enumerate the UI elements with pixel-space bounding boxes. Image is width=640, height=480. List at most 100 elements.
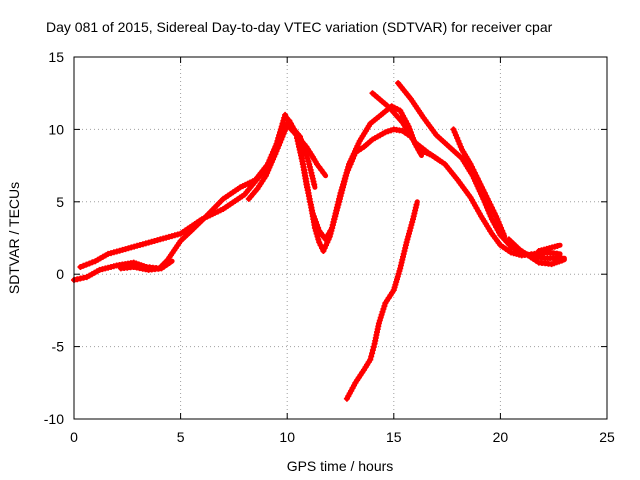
data-point [119, 266, 123, 270]
data-point [321, 249, 325, 253]
data-point [285, 123, 289, 127]
data-point [447, 145, 451, 149]
series-track-8 [450, 126, 508, 240]
data-point [452, 127, 455, 131]
series-line [344, 199, 420, 402]
data-point [275, 149, 278, 153]
data-point [317, 229, 321, 233]
data-point [479, 214, 483, 218]
data-point [304, 182, 308, 186]
series-track-3 [245, 122, 329, 202]
data-point [545, 256, 549, 260]
y-tick-label: 15 [48, 49, 64, 65]
data-point [443, 162, 447, 166]
data-point [388, 106, 391, 110]
data-point [537, 261, 541, 265]
data-point [392, 127, 396, 131]
data-point [319, 168, 323, 172]
data-point [368, 122, 372, 126]
x-tick-label: 15 [386, 429, 402, 445]
data-point [317, 240, 321, 244]
x-tick-label: 25 [599, 429, 615, 445]
data-point [98, 268, 102, 272]
y-tick-label: 10 [48, 121, 64, 137]
data-point [413, 140, 417, 144]
data-point [311, 155, 315, 159]
y-tick-label: -5 [52, 339, 65, 355]
data-point [490, 217, 494, 221]
series-track-7 [343, 199, 420, 402]
data-point [558, 243, 562, 247]
data-point [405, 240, 409, 244]
data-point [358, 139, 362, 143]
series-line [395, 80, 567, 261]
series-track-4 [297, 103, 424, 243]
data-point [296, 135, 300, 139]
series-track-11 [117, 258, 175, 273]
x-tick-label: 0 [70, 429, 78, 445]
data-point [283, 113, 287, 117]
data-point [498, 243, 502, 247]
data-point [481, 197, 485, 201]
x-tick-label: 10 [279, 429, 295, 445]
data-point [200, 217, 204, 221]
data-point [85, 275, 89, 279]
data-point [477, 180, 481, 183]
data-point [426, 151, 430, 155]
x-tick-label: 5 [177, 429, 185, 445]
data-point [347, 162, 351, 166]
data-point [526, 253, 530, 257]
data-point [315, 162, 319, 166]
y-axis-label: SDTVAR / TECUs [6, 182, 22, 294]
data-point [415, 200, 419, 204]
series-track-6 [369, 90, 444, 164]
data-point [383, 130, 387, 134]
data-series [71, 80, 567, 402]
data-point [373, 342, 377, 346]
data-point [537, 249, 541, 253]
data-point [166, 258, 170, 262]
data-point [324, 174, 328, 178]
data-point [371, 138, 374, 141]
data-point [377, 321, 381, 325]
data-point [486, 197, 490, 201]
data-point [243, 193, 247, 197]
data-point [255, 187, 259, 191]
data-point [132, 265, 136, 269]
data-point [400, 120, 404, 124]
series-markers [395, 80, 565, 262]
data-point [264, 174, 268, 178]
data-point [547, 246, 551, 250]
data-point [398, 266, 402, 270]
data-point [362, 368, 366, 372]
data-point [368, 358, 372, 362]
data-point [469, 196, 473, 199]
x-axis-label: GPS time / hours [287, 458, 394, 474]
data-point [400, 129, 404, 133]
data-point [456, 178, 460, 182]
data-point [509, 245, 513, 249]
data-point [345, 397, 349, 401]
series-track-10 [535, 242, 563, 254]
tick-labels: 0 5 10 15 20 25 -10 -5 0 5 10 15 [44, 49, 615, 445]
data-point [439, 159, 443, 163]
data-point [330, 226, 334, 230]
data-point [221, 207, 225, 211]
data-point [460, 156, 464, 160]
data-point [460, 148, 464, 152]
data-point [396, 81, 400, 85]
data-point [371, 91, 374, 95]
data-point [307, 159, 310, 163]
data-point [362, 145, 366, 149]
data-point [313, 185, 317, 189]
data-point [311, 211, 315, 215]
data-point [392, 288, 396, 292]
data-point [324, 237, 328, 241]
y-tick-label: 0 [56, 266, 64, 282]
data-point [494, 214, 498, 218]
data-point [409, 97, 413, 101]
x-tick-label: 20 [493, 429, 509, 445]
data-point [383, 301, 387, 305]
y-tick-label: 5 [56, 194, 64, 210]
data-point [509, 251, 513, 254]
